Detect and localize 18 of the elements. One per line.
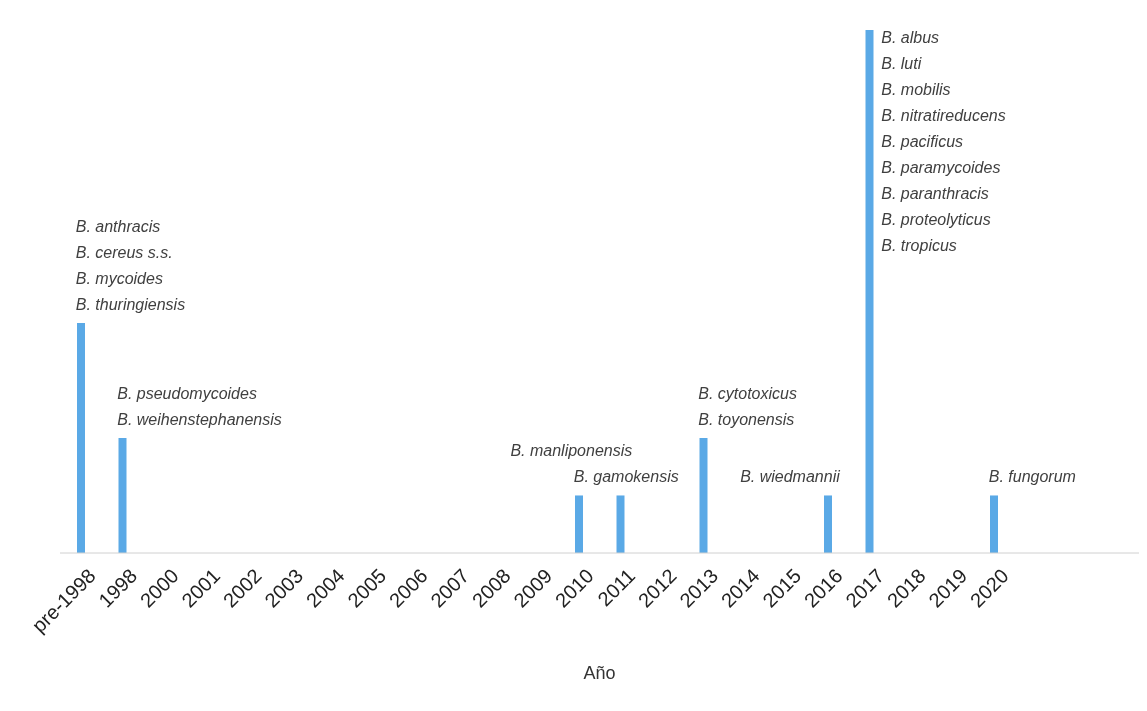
annotation: B. wiedmannii xyxy=(740,468,841,486)
annotation: B. manliponensis xyxy=(510,442,633,460)
bar xyxy=(990,495,998,553)
annotation: B. pseudomycoides B. weihenstephanensis xyxy=(117,384,282,428)
annotation: B. albus B. luti xyxy=(881,29,940,72)
bar xyxy=(616,495,625,553)
bar xyxy=(575,495,583,553)
bar xyxy=(865,30,874,553)
annotation: B. anthracis B. cereus s.s. B. mycoides B. thuringiensis xyxy=(75,217,186,313)
bar xyxy=(118,437,127,553)
x-axis-title: Año xyxy=(583,663,616,683)
bar xyxy=(77,322,85,553)
bar xyxy=(824,495,832,553)
bar xyxy=(699,437,708,553)
annotation: B. cytotoxicus B. toyonensis xyxy=(698,384,797,428)
annotation: B. mobilis B. nitratireducens B. pacificus B. paramycoides B. paranthracis B. proteolyticus B. tropicus xyxy=(881,81,1006,254)
annotation: B. gamokensis xyxy=(573,468,679,486)
annotation: B. fungorum xyxy=(988,468,1076,486)
